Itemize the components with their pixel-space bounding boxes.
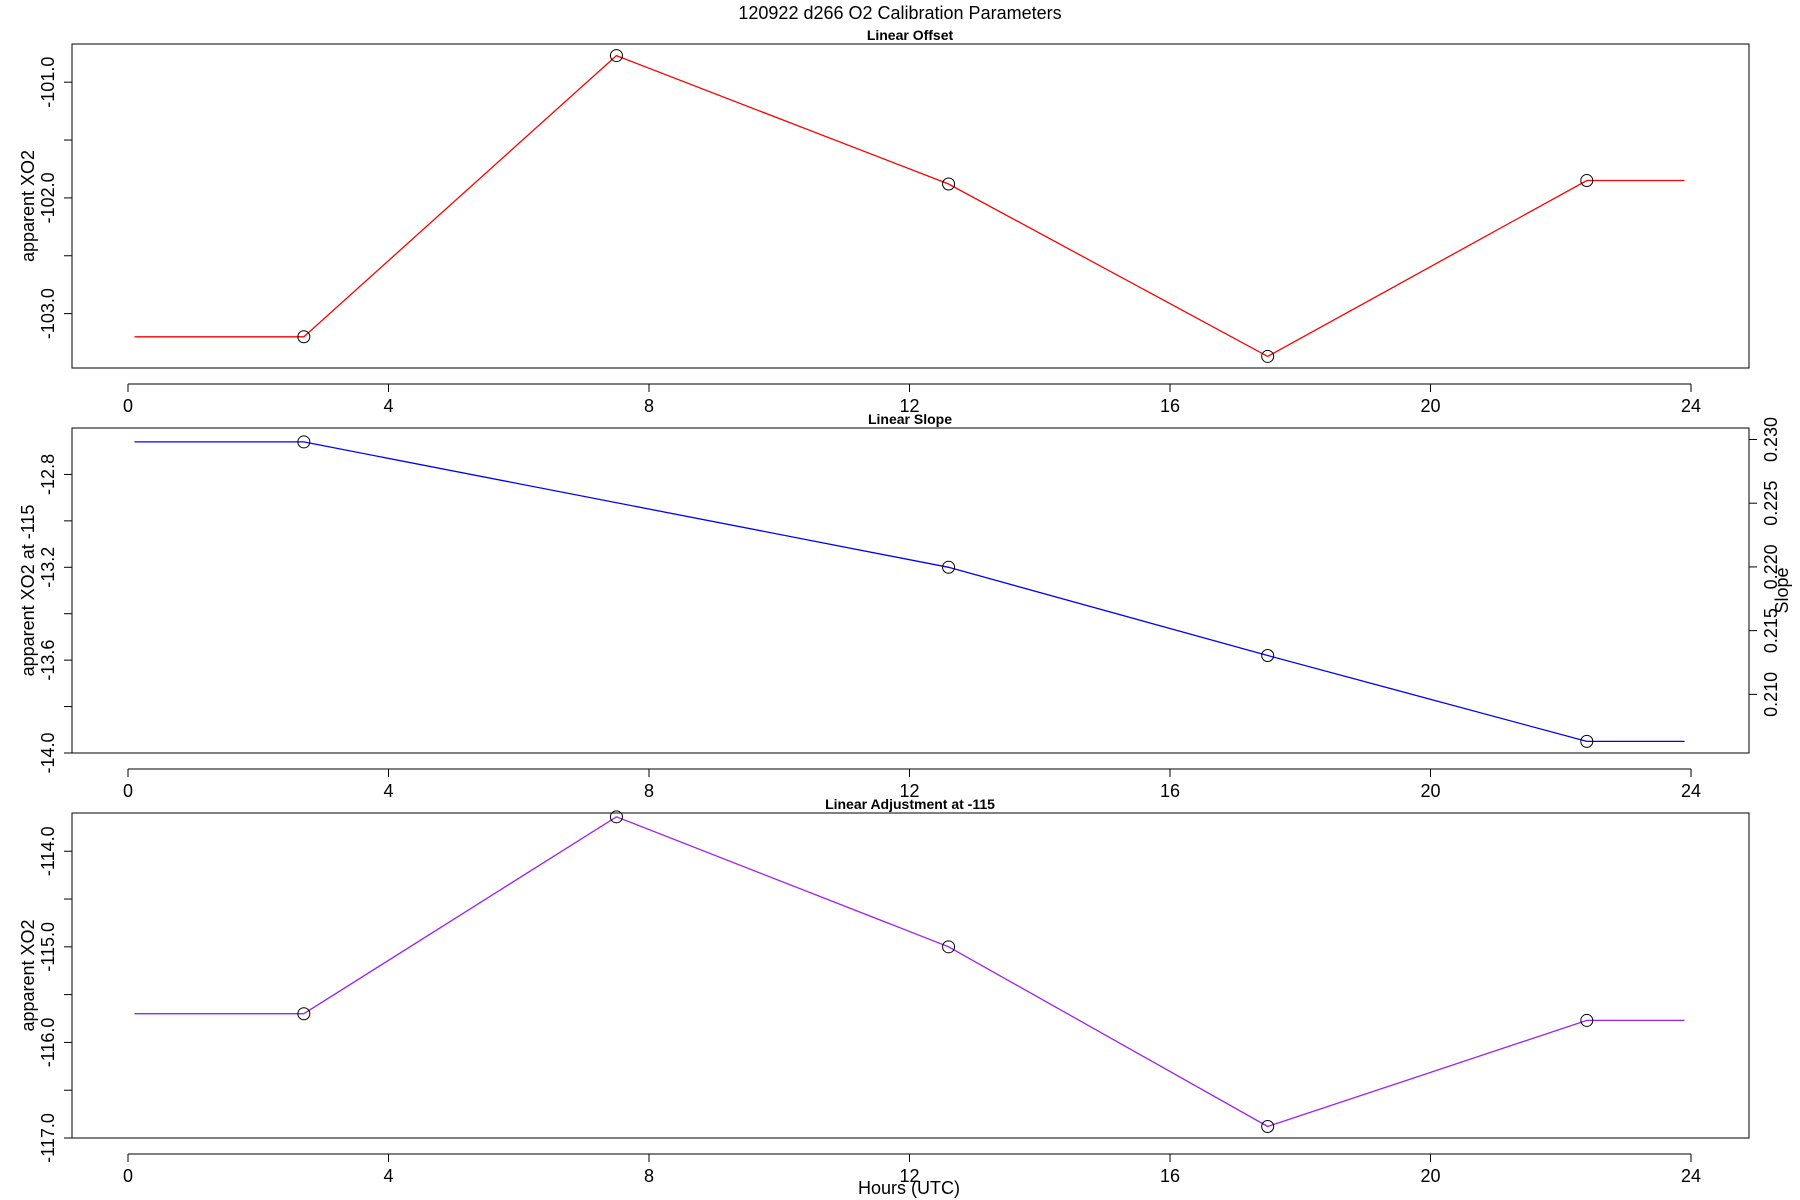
panel-title: Linear Slope — [868, 411, 952, 427]
y-axis-label: apparent XO2 at -115 — [18, 505, 38, 677]
right-y-axis-label: Slope — [1772, 567, 1792, 613]
panel-2: Linear Slope 0 4 8 12 16 20 24 -12.8 -13.2 -13.6 -1… — [18, 411, 1792, 801]
x-tick-label: 0 — [123, 396, 133, 416]
panels: Linear Offset 0 4 8 12 16 20 24 -101.0 -102.0 -103… — [18, 27, 1792, 1186]
data-point — [297, 435, 311, 449]
y-axis-label: apparent XO2 — [18, 919, 38, 1031]
data-point — [1261, 649, 1275, 662]
y-tick-label: -114.0 — [38, 826, 58, 876]
x-tick-label: 8 — [644, 781, 654, 801]
x-tick-label: 20 — [1420, 396, 1440, 416]
y-tick-label: -101.0 — [38, 57, 58, 108]
x-tick-label: 4 — [383, 396, 393, 416]
data-point — [609, 810, 623, 824]
x-tick-label: 20 — [1420, 781, 1440, 801]
x-tick-label: 12 — [899, 1166, 919, 1186]
x-tick-label: 12 — [899, 781, 919, 801]
right-y-tick-label: 0.215 — [1761, 608, 1781, 653]
series-line — [134, 441, 1685, 743]
x-tick-label: 8 — [644, 1166, 654, 1186]
plot-frame — [71, 812, 1750, 1139]
y-tick-label: -117.0 — [38, 1113, 58, 1163]
data-point — [942, 940, 956, 954]
y-tick-label: -115.0 — [38, 922, 58, 972]
x-tick-label: 4 — [383, 1166, 393, 1186]
x-tick-label: 24 — [1681, 1166, 1701, 1186]
data-point — [1580, 1013, 1594, 1027]
x-tick-label: 24 — [1681, 396, 1701, 416]
x-axis-label: Hours (UTC) — [858, 1178, 960, 1198]
data-point — [297, 1007, 311, 1021]
y-tick-label: -102.0 — [38, 172, 58, 223]
right-y-tick-label: 0.210 — [1761, 672, 1781, 717]
data-point — [1580, 734, 1594, 748]
y-tick-label: -13.6 — [38, 640, 58, 681]
y-axis-label: apparent XO2 — [18, 150, 38, 262]
y-tick-label: -13.2 — [38, 547, 58, 588]
panel-3: Linear Adjustment at -115 0 4 8 12 16 20 24 -114… — [18, 796, 1750, 1186]
x-tick-label: 24 — [1681, 781, 1701, 801]
x-tick-label: 12 — [899, 396, 919, 416]
series-line — [134, 816, 1685, 1128]
panel-title: Linear Offset — [867, 27, 954, 43]
x-tick-label: 8 — [644, 396, 654, 416]
x-tick-label: 0 — [123, 781, 133, 801]
x-tick-label: 20 — [1420, 1166, 1440, 1186]
data-point — [297, 330, 311, 344]
right-y-tick-label: 0.220 — [1761, 544, 1781, 589]
main-title: 120922 d266 O2 Calibration Parameters — [738, 3, 1061, 23]
data-point — [1580, 174, 1594, 188]
data-point — [942, 177, 956, 191]
x-tick-label: 16 — [1160, 396, 1180, 416]
x-tick-label: 16 — [1160, 1166, 1180, 1186]
data-point — [1261, 349, 1275, 363]
panel-title: Linear Adjustment at -115 — [825, 796, 995, 812]
x-tick-label: 4 — [383, 781, 393, 801]
y-tick-label: -14.0 — [38, 732, 58, 773]
series-line — [134, 54, 1685, 358]
y-tick-label: -116.0 — [38, 1018, 58, 1068]
y-tick-label: -12.8 — [38, 454, 58, 495]
panel-1: Linear Offset 0 4 8 12 16 20 24 -101.0 -102.0 -103… — [18, 27, 1750, 416]
right-y-tick-label: 0.225 — [1761, 481, 1781, 526]
right-y-tick-label: 0.230 — [1761, 417, 1781, 462]
data-point — [942, 560, 956, 574]
y-tick-label: -103.0 — [38, 288, 58, 339]
x-tick-label: 0 — [123, 1166, 133, 1186]
data-point — [609, 49, 623, 63]
plot-frame — [71, 427, 1750, 754]
data-point — [1261, 1120, 1275, 1134]
x-tick-label: 16 — [1160, 781, 1180, 801]
